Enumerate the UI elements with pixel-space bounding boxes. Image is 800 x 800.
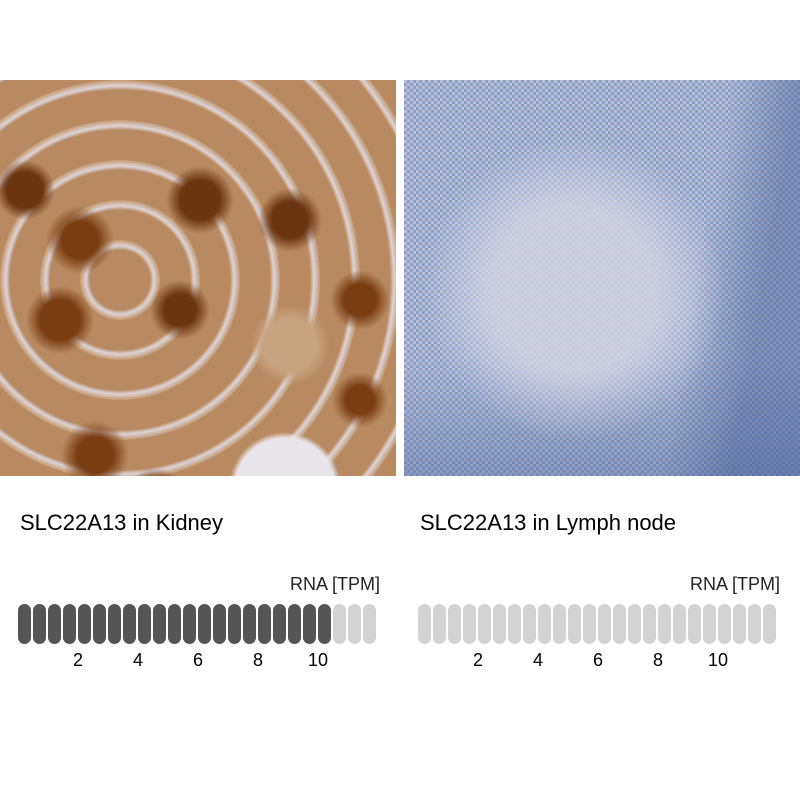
rna-segment: [583, 604, 596, 644]
rna-segment: [348, 604, 361, 644]
rna-segment: [153, 604, 166, 644]
rna-segment: [48, 604, 61, 644]
lymph-node-tissue-image: [404, 80, 800, 476]
tick-label: 6: [192, 650, 204, 670]
rna-segment: [243, 604, 256, 644]
panel-title: SLC22A13 in Kidney: [20, 510, 224, 535]
rna-segment: [763, 604, 776, 644]
tick-label: 4: [532, 650, 544, 670]
rna-segment: [523, 604, 536, 644]
rna-segment: [333, 604, 346, 644]
rna-segment: [718, 604, 731, 644]
rna-segment: [63, 604, 76, 644]
rna-segment: [538, 604, 551, 644]
rna-segment: [598, 604, 611, 644]
rna-segment: [78, 604, 91, 644]
tick-label: 10: [307, 650, 329, 670]
rna-segment: [448, 604, 461, 644]
rna-segment: [318, 604, 331, 644]
rna-segment: [508, 604, 521, 644]
tick-label: 8: [652, 650, 664, 670]
rna-segment: [478, 604, 491, 644]
rna-segment: [228, 604, 241, 644]
tick-label: 2: [72, 650, 84, 670]
tick-label: 10: [707, 650, 729, 670]
rna-segment: [643, 604, 656, 644]
rna-segment: [138, 604, 151, 644]
rna-segment: [288, 604, 301, 644]
rna-level-bar: [18, 604, 378, 644]
rna-segment: [33, 604, 46, 644]
rna-segment: [273, 604, 286, 644]
tick-label: 4: [132, 650, 144, 670]
rna-segment: [433, 604, 446, 644]
rna-segment: [183, 604, 196, 644]
rna-segment: [628, 604, 641, 644]
rna-level-bar: [418, 604, 778, 644]
rna-segment: [748, 604, 761, 644]
rna-segment: [198, 604, 211, 644]
rna-segment: [363, 604, 376, 644]
tick-label: 2: [472, 650, 484, 670]
rna-segment: [673, 604, 686, 644]
rna-segment: [568, 604, 581, 644]
rna-segment: [733, 604, 746, 644]
rna-segment: [418, 604, 431, 644]
rna-segment: [703, 604, 716, 644]
rna-segment: [493, 604, 506, 644]
rna-segment: [18, 604, 31, 644]
rna-segment: [613, 604, 626, 644]
tick-label: 8: [252, 650, 264, 670]
kidney-tissue-image: [0, 80, 396, 476]
rna-segment: [93, 604, 106, 644]
rna-segment: [688, 604, 701, 644]
rna-segment: [553, 604, 566, 644]
rna-segment: [123, 604, 136, 644]
rna-segment: [168, 604, 181, 644]
rna-unit-label: RNA [TPM]: [289, 574, 380, 594]
rna-segment: [258, 604, 271, 644]
rna-segment: [658, 604, 671, 644]
rna-segment: [303, 604, 316, 644]
rna-segment: [463, 604, 476, 644]
panel-title: SLC22A13 in Lymph node: [420, 510, 677, 535]
rna-segment: [213, 604, 226, 644]
rna-segment: [108, 604, 121, 644]
tick-label: 6: [592, 650, 604, 670]
rna-unit-label: RNA [TPM]: [689, 574, 780, 594]
